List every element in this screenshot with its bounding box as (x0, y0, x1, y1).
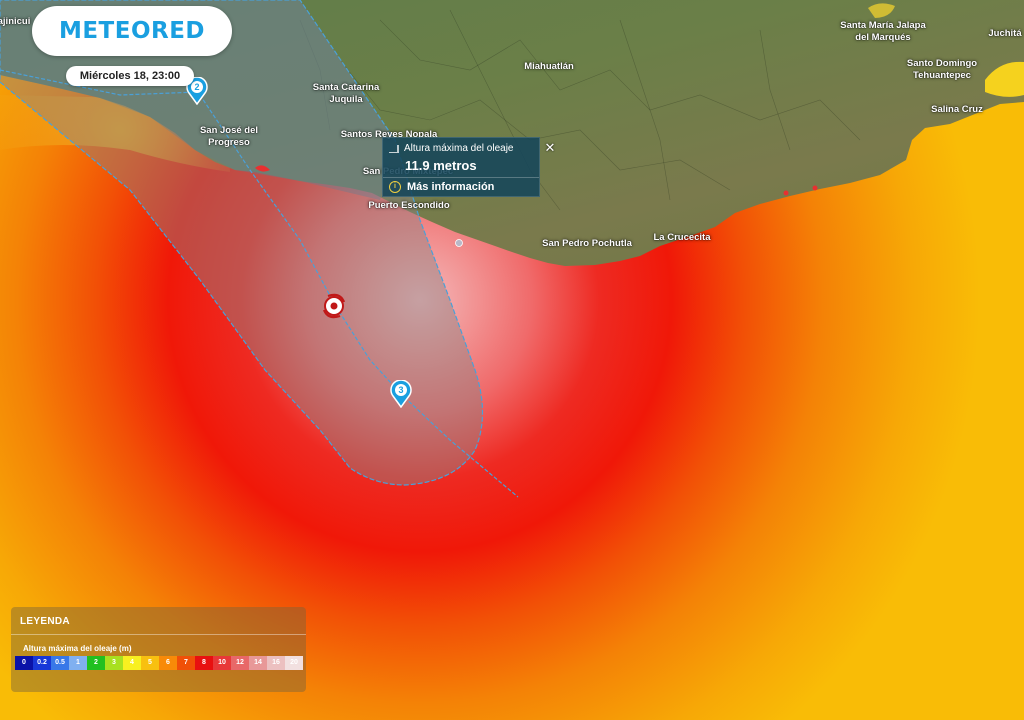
wave-height-icon (389, 144, 399, 153)
hurricane-icon[interactable] (322, 293, 346, 319)
place-label: ajinicui (0, 16, 31, 27)
legend-swatch: 0.5 (51, 656, 69, 670)
marker-label: 3 (398, 385, 403, 395)
datetime-pill[interactable]: Miércoles 18, 23:00 (66, 66, 194, 86)
info-icon: i (389, 181, 401, 193)
place-label: San Pedro Pochutla (542, 238, 632, 249)
logo-text: METEORED (58, 18, 206, 44)
place-label: San José del Progreso (199, 125, 259, 148)
legend-title: LEYENDA (20, 616, 70, 627)
marker-label: 2 (194, 82, 199, 92)
legend-swatch: 12 (231, 656, 249, 670)
legend-swatch: 10 (213, 656, 231, 670)
land-boundaries (299, 9, 861, 211)
legend-swatch: 3 (105, 656, 123, 670)
legend-subtitle: Altura máxima del oleaje (m) (23, 644, 132, 653)
legend-swatch: 6 (159, 656, 177, 670)
legend-swatch: 5 (141, 656, 159, 670)
legend-panel[interactable]: LEYENDA Altura máxima del oleaje (m) 0 0.… (11, 607, 306, 692)
popup-value: 11.9 metros (405, 158, 477, 173)
legend-swatch: 8 (195, 656, 213, 670)
map-pin-icon: 2 (186, 76, 208, 106)
storm-track-line (0, 69, 519, 498)
legend-swatch: 20 (285, 656, 303, 670)
legend-swatch: 0.2 (33, 656, 51, 670)
place-label: Juchitá (988, 28, 1022, 39)
place-label: Miahuatlán (524, 61, 574, 72)
legend-swatch: 2 (87, 656, 105, 670)
legend-swatch: 4 (123, 656, 141, 670)
coast-hotspots (255, 165, 818, 196)
place-label: La Crucecita (653, 232, 711, 243)
place-label: Santos Reyes Nopala (340, 129, 438, 140)
more-info-label: Más información (407, 181, 495, 193)
close-popup-button[interactable]: ✕ (544, 140, 556, 155)
legend-swatch: 16 (267, 656, 285, 670)
meteored-logo[interactable]: METEORED (32, 6, 232, 56)
place-label: Salina Cruz (931, 104, 983, 115)
legend-scale: 0 0.2 0.5 1 2 3 4 5 6 7 8 10 12 14 16 20 (15, 656, 303, 670)
legend-swatch: 1 (69, 656, 87, 670)
popup-title: Altura máxima del oleaje (404, 143, 514, 154)
track-position-marker[interactable]: 3 (390, 379, 412, 409)
wave-height-popup: Altura máxima del oleaje 11.9 metros i M… (382, 137, 540, 197)
buoy-marker[interactable] (455, 239, 463, 247)
map-pin-icon: 3 (390, 379, 412, 409)
legend-swatch: 7 (177, 656, 195, 670)
track-position-marker[interactable]: 2 (186, 76, 208, 106)
more-info-link[interactable]: i Más información (389, 181, 494, 193)
place-label: Santo Domingo Tehuantepec (906, 58, 978, 81)
place-label: Santa Catarina Juquila (312, 82, 380, 105)
land-area (0, 0, 1024, 266)
place-label: Santa María Jalapa del Marqués (840, 20, 926, 43)
forecast-cone[interactable] (0, 0, 484, 486)
place-label: Puerto Escondido (368, 200, 450, 211)
legend-swatch: 0 (15, 656, 33, 670)
lagoon-patch (985, 61, 1024, 97)
legend-swatch: 14 (249, 656, 267, 670)
